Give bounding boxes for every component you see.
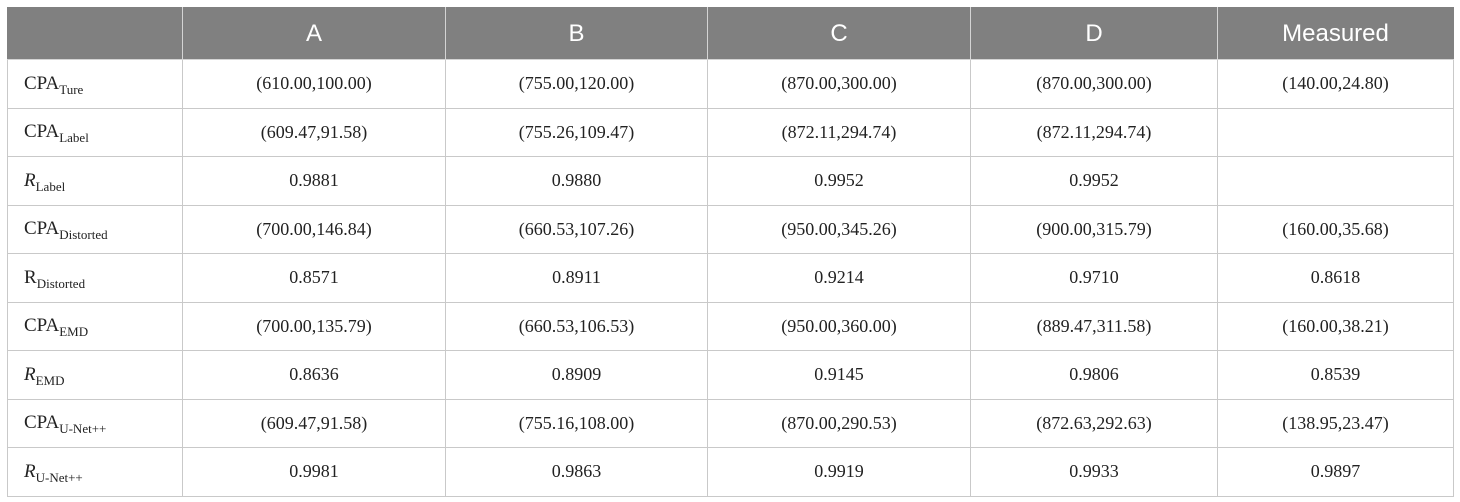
row-label-subscript: EMD <box>35 372 65 388</box>
table-cell: (660.53,107.26) <box>445 204 708 254</box>
table-cell: 0.8618 <box>1217 253 1454 303</box>
row-label-base: R <box>24 363 36 385</box>
table-cell: 0.8539 <box>1217 350 1454 400</box>
table-header: A B C D Measured <box>7 7 1454 60</box>
table-cell: 0.9710 <box>970 253 1218 303</box>
table-cell: (870.00,300.00) <box>970 59 1218 109</box>
table-cell: 0.9952 <box>707 156 971 206</box>
row-label: RLabel <box>7 156 183 206</box>
table-cell: (755.16,108.00) <box>445 398 708 448</box>
table-cell: 0.9919 <box>707 447 971 497</box>
table-cell: (900.00,315.79) <box>970 204 1218 254</box>
table-cell: (138.95,23.47) <box>1217 398 1454 448</box>
row-label-base: R <box>24 169 36 191</box>
table-cell: 0.9981 <box>182 447 446 497</box>
table-cell: (160.00,35.68) <box>1217 204 1454 254</box>
table-cell: 0.8636 <box>182 350 446 400</box>
row-label-base: R <box>24 266 37 288</box>
table-cell: (755.00,120.00) <box>445 59 708 109</box>
table-cell: 0.8911 <box>445 253 708 303</box>
table-cell: (660.53,106.53) <box>445 301 708 351</box>
table-cell: (889.47,311.58) <box>970 301 1218 351</box>
header-cell-corner <box>7 7 183 60</box>
row-label-base: CPA <box>24 315 60 337</box>
table-cell: (160.00,38.21) <box>1217 301 1454 351</box>
table-cell: (950.00,360.00) <box>707 301 971 351</box>
row-label-subscript: Ture <box>59 81 84 97</box>
row-label-subscript: Distorted <box>36 275 86 291</box>
table-cell: (872.63,292.63) <box>970 398 1218 448</box>
row-label: RDistorted <box>7 253 183 303</box>
row-label: CPADistorted <box>7 204 183 254</box>
results-table: A B C D Measured CPATure (610.00,100.00)(… <box>7 7 1454 497</box>
row-label: CPAU-Net++ <box>7 398 183 448</box>
row-label: CPAEMD <box>7 301 183 351</box>
table-cell: (755.26,109.47) <box>445 107 708 157</box>
table-row: REMD 0.8636 0.8909 0.9145 0.9806 0.8539 <box>7 350 1454 400</box>
row-label-base: CPA <box>24 412 60 434</box>
table-row: RU-Net++ 0.9981 0.9863 0.9919 0.9933 0.9897 <box>7 447 1454 497</box>
row-label-subscript: U-Net++ <box>35 469 83 485</box>
table-cell: 0.9214 <box>707 253 971 303</box>
table-cell: (950.00,345.26) <box>707 204 971 254</box>
header-row: A B C D Measured <box>7 7 1454 60</box>
table-cell: 0.9933 <box>970 447 1218 497</box>
row-label-subscript: Label <box>35 178 66 194</box>
row-label-subscript: U-Net++ <box>59 421 107 437</box>
row-label-subscript: Label <box>59 130 89 146</box>
table-row: CPATure (610.00,100.00) (755.00,120.00) (87… <box>7 59 1454 109</box>
table-row: CPAEMD (700.00,135.79) (660.53,106.53) (950… <box>7 301 1454 351</box>
table-cell: 0.8909 <box>445 350 708 400</box>
table-cell: 0.9880 <box>445 156 708 206</box>
table-cell: 0.8571 <box>182 253 446 303</box>
table-cell: (870.00,290.53) <box>707 398 971 448</box>
table-row: RDistorted 0.8571 0.8911 0.9214 0.9710 0.8618 <box>7 253 1454 303</box>
row-label-subscript: EMD <box>59 324 89 340</box>
header-cell-a: A <box>182 7 446 60</box>
table-cell: 0.9881 <box>182 156 446 206</box>
table-cell: 0.9952 <box>970 156 1218 206</box>
table-cell <box>1217 156 1454 206</box>
row-label: CPALabel <box>7 107 183 157</box>
row-label: RU-Net++ <box>7 447 183 497</box>
table-cell: 0.9863 <box>445 447 708 497</box>
table-row: CPALabel (609.47,91.58) (755.26,109.47) (87… <box>7 107 1454 157</box>
row-label: REMD <box>7 350 183 400</box>
row-label-subscript: Distorted <box>59 227 108 243</box>
header-cell-c: C <box>707 7 971 60</box>
table-cell: 0.9897 <box>1217 447 1454 497</box>
row-label: CPATure <box>7 59 183 109</box>
table-body: CPATure (610.00,100.00) (755.00,120.00) (87… <box>7 59 1454 497</box>
table-cell: (140.00,24.80) <box>1217 59 1454 109</box>
table-cell: (700.00,146.84) <box>182 204 446 254</box>
table-cell <box>1217 107 1454 157</box>
table-cell: (872.11,294.74) <box>707 107 971 157</box>
table-row: CPAU-Net++ (609.47,91.58) (755.16,108.00)(… <box>7 398 1454 448</box>
table-cell: 0.9806 <box>970 350 1218 400</box>
table-cell: (609.47,91.58) <box>182 107 446 157</box>
table-cell: (610.00,100.00) <box>182 59 446 109</box>
table-cell: (700.00,135.79) <box>182 301 446 351</box>
header-cell-measured: Measured <box>1217 7 1454 60</box>
row-label-base: CPA <box>24 121 60 143</box>
row-label-base: CPA <box>24 218 60 240</box>
header-cell-d: D <box>970 7 1218 60</box>
table-cell: (609.47,91.58) <box>182 398 446 448</box>
table-cell: (870.00,300.00) <box>707 59 971 109</box>
table-cell: 0.9145 <box>707 350 971 400</box>
results-table-container: A B C D Measured CPATure (610.00,100.00)(… <box>7 7 1454 497</box>
table-cell: (872.11,294.74) <box>970 107 1218 157</box>
table-row: CPADistorted (700.00,146.84) (660.53,107.2… <box>7 204 1454 254</box>
table-row: RLabel 0.9881 0.9880 0.9952 0.9952 <box>7 156 1454 206</box>
header-cell-b: B <box>445 7 708 60</box>
row-label-base: R <box>24 460 36 482</box>
row-label-base: CPA <box>24 72 60 94</box>
